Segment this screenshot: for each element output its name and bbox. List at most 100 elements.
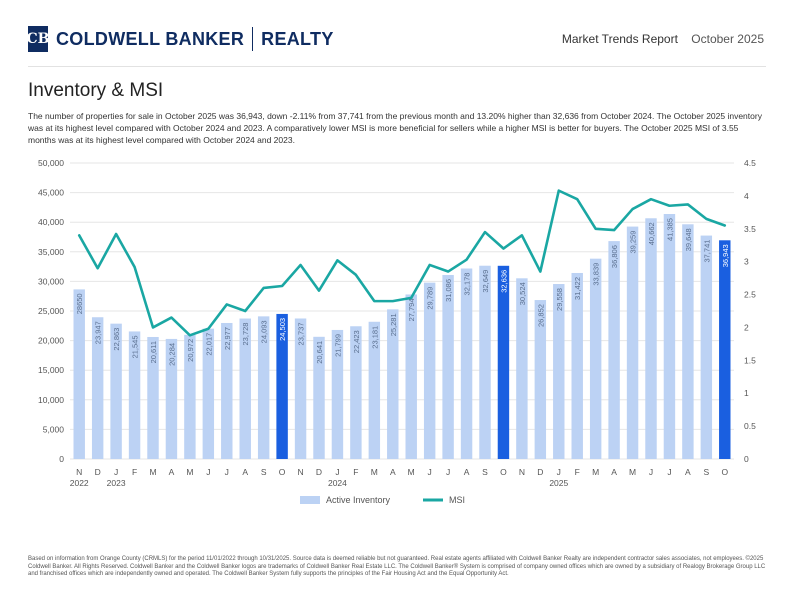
inventory-bar <box>553 284 565 459</box>
inventory-bar <box>202 328 215 459</box>
x-tick-label: D <box>316 467 322 477</box>
header-divider <box>28 66 766 67</box>
inventory-bar <box>719 240 731 459</box>
x-tick-label: M <box>149 467 156 477</box>
bar-value-label: 37,741 <box>702 240 711 263</box>
bar-value-label: 31,086 <box>444 279 453 302</box>
x-tick-label: A <box>464 467 470 477</box>
x-tick-label: O <box>500 467 507 477</box>
y-right-tick-label: 3.5 <box>744 224 756 234</box>
bar-value-label: 39,259 <box>629 231 638 254</box>
inventory-bar <box>534 300 547 459</box>
inventory-bar <box>368 321 381 459</box>
y-right-tick-label: 0.5 <box>744 421 756 431</box>
x-tick-label: N <box>76 467 82 477</box>
page-description: The number of properties for sale in Oct… <box>28 111 762 145</box>
bar-value-label: 22,017 <box>204 333 213 356</box>
inventory-bar <box>73 289 85 459</box>
x-year-label: 2024 <box>328 478 347 488</box>
inventory-bar <box>516 278 528 459</box>
y-left-tick-label: 15,000 <box>38 365 64 375</box>
bar-value-label: 23,737 <box>297 322 306 345</box>
inventory-bar <box>442 274 454 459</box>
bar-value-label: 21,545 <box>131 335 140 358</box>
footer-disclaimer: Based on information from Orange County … <box>28 556 766 577</box>
inventory-bar <box>257 316 270 459</box>
bar-value-label: 28650 <box>75 293 84 314</box>
bar-value-label: 22,977 <box>223 327 232 350</box>
msi-series-line <box>77 189 727 337</box>
x-tick-label: J <box>557 467 561 477</box>
bar-value-label: 25,281 <box>389 313 398 336</box>
bar-value-label: 23,728 <box>241 323 250 346</box>
x-tick-label: F <box>353 467 358 477</box>
x-tick-label: J <box>335 467 339 477</box>
legend-label-msi: MSI <box>449 495 465 505</box>
x-tick-label: J <box>667 467 671 477</box>
brand-suffix: REALTY <box>261 28 334 49</box>
x-tick-label: J <box>114 467 118 477</box>
bar-value-label: 36,806 <box>610 245 619 268</box>
x-tick-label: F <box>575 467 580 477</box>
bar-value-label: 22,863 <box>112 328 121 351</box>
x-tick-label: A <box>685 467 691 477</box>
x-tick-label: J <box>446 467 450 477</box>
y-right-tick-label: 2 <box>744 322 749 332</box>
bar-value-label: 23,181 <box>370 326 379 349</box>
bar-value-label: 21,799 <box>333 334 342 357</box>
x-tick-label: S <box>261 467 267 477</box>
y-left-tick-label: 45,000 <box>38 188 64 198</box>
inventory-bar <box>128 331 141 459</box>
bar-value-label: 29,558 <box>555 288 564 311</box>
x-tick-label: J <box>206 467 210 477</box>
bar-value-label: 36,943 <box>721 244 730 267</box>
inventory-bar <box>294 318 307 459</box>
bar-value-label: 29,789 <box>426 287 435 310</box>
y-right-tick-label: 3 <box>744 257 749 267</box>
bar-value-label: 32,636 <box>499 270 508 293</box>
bar-value-label: 30,524 <box>518 282 527 305</box>
x-tick-label: S <box>703 467 709 477</box>
y-left-tick-label: 20,000 <box>38 336 64 346</box>
logo-divider <box>252 27 254 51</box>
x-tick-label: N <box>519 467 525 477</box>
x-tick-label: A <box>611 467 617 477</box>
x-tick-label: J <box>225 467 229 477</box>
y-left-tick-label: 5,000 <box>43 424 65 434</box>
inventory-bar <box>331 329 344 459</box>
inventory-msi-chart: 0 5,000 10,000 15,000 20,000 25,000 30,000 35,0… <box>38 158 756 505</box>
x-year-label: 2025 <box>549 478 568 488</box>
bar-value-label: 20,972 <box>186 339 195 362</box>
bar-value-label: 26,852 <box>536 304 545 327</box>
x-tick-label: J <box>428 467 432 477</box>
y-right-tick-label: 2.5 <box>744 290 756 300</box>
inventory-bar <box>626 226 639 459</box>
inventory-bar <box>405 294 417 459</box>
brand-name: COLDWELL BANKER <box>56 28 245 49</box>
bar-value-label: 22,423 <box>352 330 361 353</box>
inventory-bar <box>700 235 713 459</box>
x-tick-label: A <box>390 467 396 477</box>
inventory-bar <box>387 309 399 459</box>
inventory-bar <box>423 282 436 459</box>
report-title: Market Trends Report <box>561 32 678 46</box>
coldwell-banker-logo: CB COLDWELL BANKER REALTY <box>27 26 334 52</box>
bar-value-label: 24,503 <box>278 318 287 341</box>
x-tick-label: N <box>297 467 303 477</box>
inventory-bar <box>608 241 620 459</box>
y-right-tick-label: 1 <box>744 388 749 398</box>
inventory-bar <box>313 336 325 459</box>
x-tick-label: O <box>721 467 728 477</box>
x-tick-label: M <box>186 467 193 477</box>
bar-value-label: 32,178 <box>463 273 472 296</box>
y-left-tick-label: 30,000 <box>38 276 64 286</box>
bar-value-label: 33,839 <box>592 263 601 286</box>
cb-logo-icon: CB <box>27 26 50 52</box>
bar-value-label: 23,947 <box>94 321 103 344</box>
inventory-bar <box>460 268 473 459</box>
bar-value-label: 20,641 <box>315 341 324 364</box>
inventory-bar <box>165 338 178 459</box>
x-tick-label: D <box>95 467 101 477</box>
x-tick-label: J <box>649 467 653 477</box>
report-date: October 2025 <box>691 32 764 46</box>
